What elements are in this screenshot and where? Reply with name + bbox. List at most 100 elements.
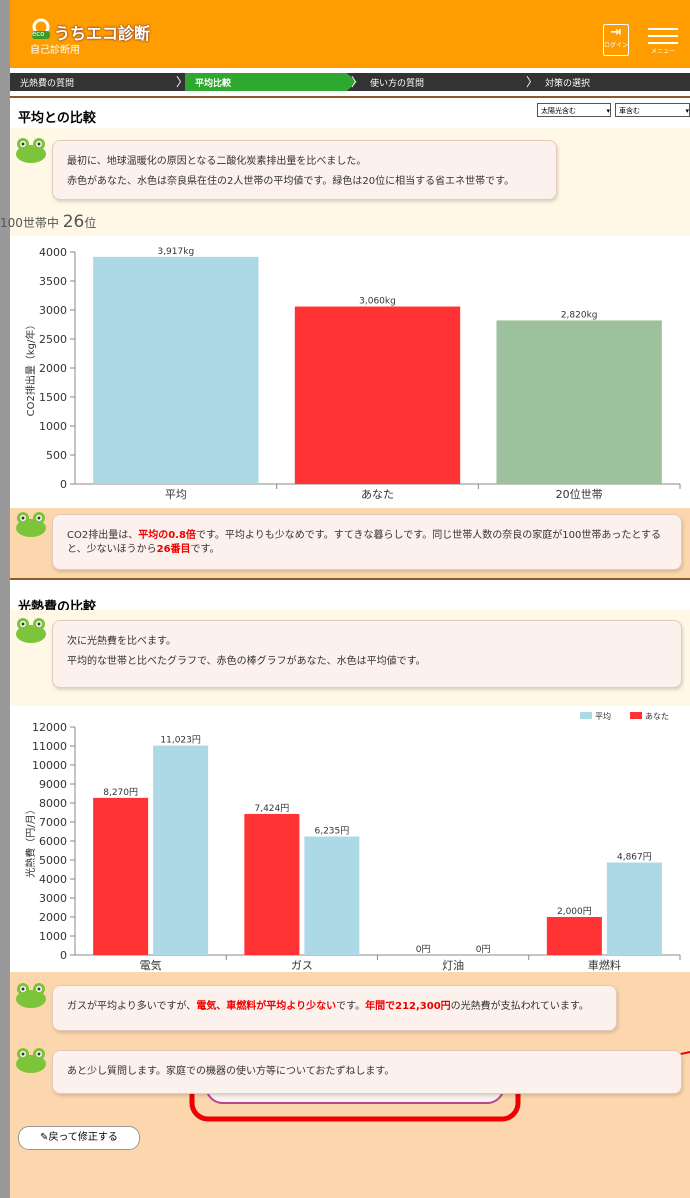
bar	[295, 307, 460, 484]
value-label: 2,820kg	[561, 310, 598, 320]
y-tick-label: 12000	[32, 721, 67, 734]
message-line: あと少し質問します。家庭での機器の使い方等についておたずねします。	[67, 1065, 667, 1079]
value-label: 4,867円	[617, 852, 652, 863]
frog-pupil	[22, 143, 25, 146]
message-text: 平均の0.8倍	[138, 530, 196, 541]
value-label: 11,023円	[160, 735, 201, 746]
filter-select[interactable]: 車含む▾	[615, 103, 690, 117]
bar	[93, 798, 148, 955]
login-icon: ⇥	[604, 25, 628, 40]
value-label: 0円	[416, 944, 431, 955]
y-tick-label: 10000	[32, 759, 67, 772]
y-tick-label: 0	[60, 478, 67, 491]
y-tick-label: 3500	[39, 275, 67, 288]
rank-suffix: 位	[84, 216, 96, 230]
message-text: です。	[191, 544, 220, 555]
step[interactable]: 使い方の質問	[360, 73, 532, 91]
menu-line	[648, 35, 678, 37]
menu-button[interactable]: メニュー	[648, 26, 678, 54]
filter-label: 車含む	[619, 107, 640, 115]
value-label: 0円	[476, 944, 491, 955]
rank: 100世帯中 26位	[0, 212, 96, 232]
step-label: 光熱費の質問	[20, 76, 74, 89]
left-border	[0, 0, 10, 1198]
y-tick-label: 2000	[39, 362, 67, 375]
bar	[496, 320, 661, 484]
rank-value: 26	[63, 212, 85, 232]
value-label: 6,235円	[314, 826, 349, 837]
frog-icon	[14, 1046, 48, 1074]
message-line: 次に光熱費を比べます。	[67, 635, 667, 649]
step[interactable]: 平均比較	[185, 73, 357, 91]
login-label: ログイン	[604, 40, 628, 49]
back-label: 戻って修正する	[48, 1132, 118, 1143]
message-line: CO2排出量は、平均の0.8倍です。平均よりも少なめです。すてきな暮らしです。同…	[67, 529, 667, 557]
step[interactable]: 対策の選択	[535, 73, 690, 91]
frog-icon	[14, 616, 48, 644]
message-text: 平均的な世帯と比べたグラフで、赤色の棒グラフがあなた、水色は平均値です。	[67, 656, 426, 667]
bar	[93, 257, 258, 484]
menu-label: メニュー	[648, 46, 678, 55]
message-text: 最初に、地球温暖化の原因となる二酸化炭素排出量を比べました。	[67, 156, 366, 167]
y-tick-label: 9000	[39, 778, 67, 791]
message-line: 平均的な世帯と比べたグラフで、赤色の棒グラフがあなた、水色は平均値です。	[67, 655, 667, 669]
message-text: の光熱費が支払われています。	[451, 1001, 589, 1012]
y-tick-label: 11000	[32, 740, 67, 753]
frog-pupil	[22, 623, 25, 626]
bar	[304, 837, 359, 955]
y-tick-label: 2000	[39, 911, 67, 924]
cost-chart: 0100020003000400050006000700080009000100…	[0, 708, 690, 973]
message-text: 電気、車燃料が平均より少ない	[196, 1001, 336, 1012]
message-text: 赤色があなた、水色は奈良県在住の2人世帯の平均値です。緑色は20位に相当する省エ…	[67, 176, 514, 187]
legend-swatch	[630, 712, 642, 719]
x-tick-label: ガス	[291, 959, 313, 972]
y-tick-label: 3000	[39, 892, 67, 905]
message-text: ガスが平均より多いですが、	[67, 1001, 196, 1012]
filter-label: 太陽光含む	[541, 107, 576, 115]
value-label: 2,000円	[557, 906, 592, 917]
y-tick-label: 2500	[39, 333, 67, 346]
filter-select[interactable]: 太陽光含む▾	[537, 103, 611, 117]
value-label: 3,060kg	[359, 297, 396, 307]
value-label: 7,424円	[254, 803, 289, 814]
message-line: ガスが平均より多いですが、電気、車燃料が平均より少ないです。年間で212,300…	[67, 1000, 602, 1014]
message-box: ガスが平均より多いですが、電気、車燃料が平均より少ないです。年間で212,300…	[52, 985, 617, 1031]
y-tick-label: 4000	[39, 873, 67, 886]
frog-pupil	[22, 1053, 25, 1056]
y-tick-label: 1500	[39, 391, 67, 404]
y-tick-label: 5000	[39, 854, 67, 867]
header: eco うちエコ診断 自己診断用 ⇥ログイン メニュー	[10, 0, 690, 68]
message-text: 次に光熱費を比べます。	[67, 636, 176, 647]
message-text: 年間で212,300円	[365, 1001, 451, 1012]
x-tick-label: 車燃料	[588, 958, 621, 972]
back-button[interactable]: ✎戻って修正する	[18, 1126, 140, 1150]
menu-line	[648, 28, 678, 30]
legend-label: 平均	[595, 711, 611, 721]
step[interactable]: 光熱費の質問	[10, 73, 182, 91]
legend-label: あなた	[645, 712, 669, 721]
step-label: 平均比較	[195, 76, 231, 89]
page: eco うちエコ診断 自己診断用 ⇥ログイン メニュー 光熱費の質問〉平均比較〉…	[0, 0, 690, 1198]
y-tick-label: 500	[46, 449, 67, 462]
y-axis-title: CO2排出量（kg/年）	[24, 320, 37, 417]
frog-pupil	[38, 517, 41, 520]
legend-swatch	[580, 712, 592, 719]
section2-header: 光熱費の比較	[10, 578, 690, 610]
value-label: 8,270円	[103, 787, 138, 798]
frog-pupil	[22, 517, 25, 520]
login-button[interactable]: ⇥ログイン	[603, 24, 629, 56]
message-box: あと少し質問します。家庭での機器の使い方等についておたずねします。	[52, 1050, 682, 1094]
message-box: 次に光熱費を比べます。平均的な世帯と比べたグラフで、赤色の棒グラフがあなた、水色…	[52, 620, 682, 688]
message-line: 最初に、地球温暖化の原因となる二酸化炭素排出量を比べました。	[67, 155, 542, 169]
co2-chart: 05001000150020002500300035004000CO2排出量（k…	[0, 240, 690, 510]
frog-pupil	[38, 1053, 41, 1056]
x-tick-label: 電気	[140, 958, 162, 972]
frog-pupil	[38, 988, 41, 991]
message-text: CO2排出量は、	[67, 530, 138, 541]
menu-line	[648, 42, 678, 44]
y-axis-title: 光熱費（円/月）	[24, 804, 37, 877]
bar	[244, 814, 299, 955]
frog-icon	[14, 981, 48, 1009]
logo-badge: eco	[32, 30, 44, 38]
rank-prefix: 100世帯中	[0, 216, 59, 230]
